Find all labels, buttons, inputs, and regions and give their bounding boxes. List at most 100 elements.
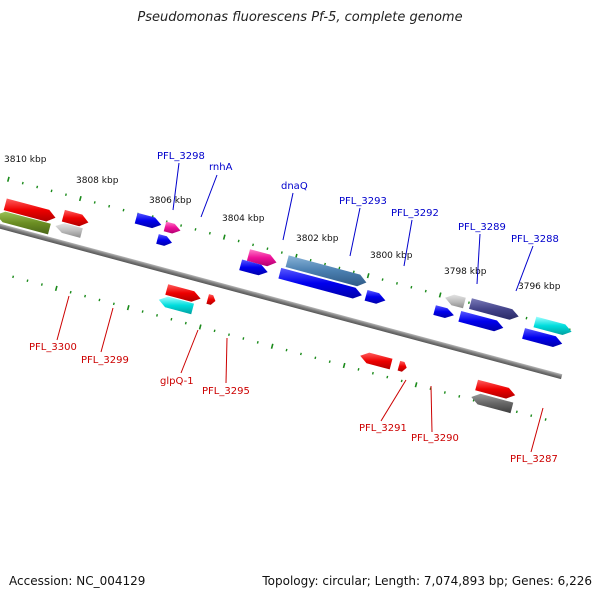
kbp-label: 3800 kbp [370,251,413,261]
gene-feature [469,298,519,320]
gene-feature [239,259,268,276]
inner-ring-tick [198,324,202,330]
outer-ring-tick [280,251,283,254]
gene-feature [475,379,516,399]
gene-feature [364,290,386,304]
map-title: Pseudomonas fluorescens Pf-5, complete g… [137,10,463,25]
leader-line [403,219,413,267]
leader-line [180,329,199,374]
kbp-label: 3808 kbp [76,176,119,186]
gene-label-forward: PFL_3289 [458,222,506,233]
leader-line [200,174,218,218]
inner-ring-tick [386,375,389,379]
gene-feature [522,328,563,347]
inner-ring-tick [242,337,245,340]
outer-ring-tick [222,234,226,240]
gene-feature [165,284,201,302]
outer-ring-tick [309,258,312,262]
inner-ring-tick [184,321,187,325]
leader-line [515,245,534,292]
leader-line [349,207,361,257]
outer-ring-tick [180,224,183,227]
label-leader-lines [56,162,544,453]
gene-feature [397,360,407,372]
outer-ring-tick [50,189,53,193]
outer-ring-tick [395,282,398,285]
accession-text: Accession: NC_004129 [9,574,146,588]
gene-feature [285,255,367,287]
gene-feature [61,209,89,227]
gene-feature [360,352,393,370]
outer-ring-tick [424,289,427,293]
inner-ring-tick [26,279,29,283]
outer-ring-tick [338,266,341,270]
leader-line [225,337,228,384]
inner-ring-tick [299,352,302,356]
gene-label-forward: dnaQ [281,181,308,192]
inner-ring-tick [400,379,403,383]
outer-ring-tick [122,208,125,212]
gene-label-reverse: PFL_3295 [202,386,250,397]
outer-ring-tick [93,201,96,204]
kbp-label: 3806 kbp [149,196,192,206]
outer-ring-tick [252,243,255,247]
outer-ring-tick [366,273,370,279]
gene-label-reverse: glpQ-1 [160,376,194,387]
inner-ring-tick [342,362,346,369]
outer-ring-tick [108,204,111,208]
inner-ring-tick [314,356,317,360]
outer-ring-tick [78,195,82,202]
inner-ring-tick [126,305,130,311]
leader-line [380,379,407,422]
gene-label-reverse: PFL_3290 [411,433,459,444]
gene-label-forward: PFL_3292 [391,208,439,219]
gene-label-reverse: PFL_3291 [359,423,407,434]
inner-ring-tick [156,314,159,317]
inner-ring-tick [40,283,43,286]
gene-labels: PFL_3298 rnhA dnaQ PFL_3293 PFL_3292 PFL_3289… [29,151,559,465]
inner-ring-tick [458,395,461,398]
backbone-line [0,203,563,380]
outer-ring-tick [237,239,240,243]
gene-feature [445,294,466,309]
outer-ring-tick [324,262,327,266]
gene-features [0,198,572,414]
gene-feature [533,316,572,335]
gene-label-forward: PFL_3293 [339,196,387,207]
gene-feature [471,393,514,414]
outer-ring-tick [266,247,269,251]
gene-feature [134,212,162,229]
outer-ring-tick [6,176,10,182]
outer-ring-tick [208,231,211,235]
kbp-label: 3796 kbp [518,282,561,292]
inner-ring-tick [443,391,446,394]
outer-ring-tick [410,285,413,289]
gene-feature [246,249,277,267]
inner-ring-tick [141,310,144,313]
outer-ring-tick [381,278,384,281]
gene-feature [3,198,56,222]
gene-feature [433,305,454,318]
inner-ring-tick [170,317,173,321]
inner-ring-tick [227,333,230,337]
inner-ring-tick [371,371,374,375]
leader-line [172,162,180,211]
inner-ring-tick [213,329,216,333]
kbp-label: 3810 kbp [4,155,47,165]
inner-ring-tick [530,414,533,417]
inner-ring-tick [328,360,331,364]
inner-ring-tick [357,368,360,371]
gene-label-reverse: PFL_3300 [29,342,77,353]
kbp-label: 3798 kbp [444,267,487,277]
gene-feature [55,223,83,238]
gene-label-forward: PFL_3288 [511,234,559,245]
leader-line [56,295,70,341]
leader-line [282,192,294,241]
inner-ring-tick [515,410,518,414]
outer-ring-tick [64,193,67,197]
inner-ring-tick [285,348,288,352]
genome-backbone [0,203,563,380]
gene-feature [158,296,194,315]
outer-ring-tick [525,316,528,320]
